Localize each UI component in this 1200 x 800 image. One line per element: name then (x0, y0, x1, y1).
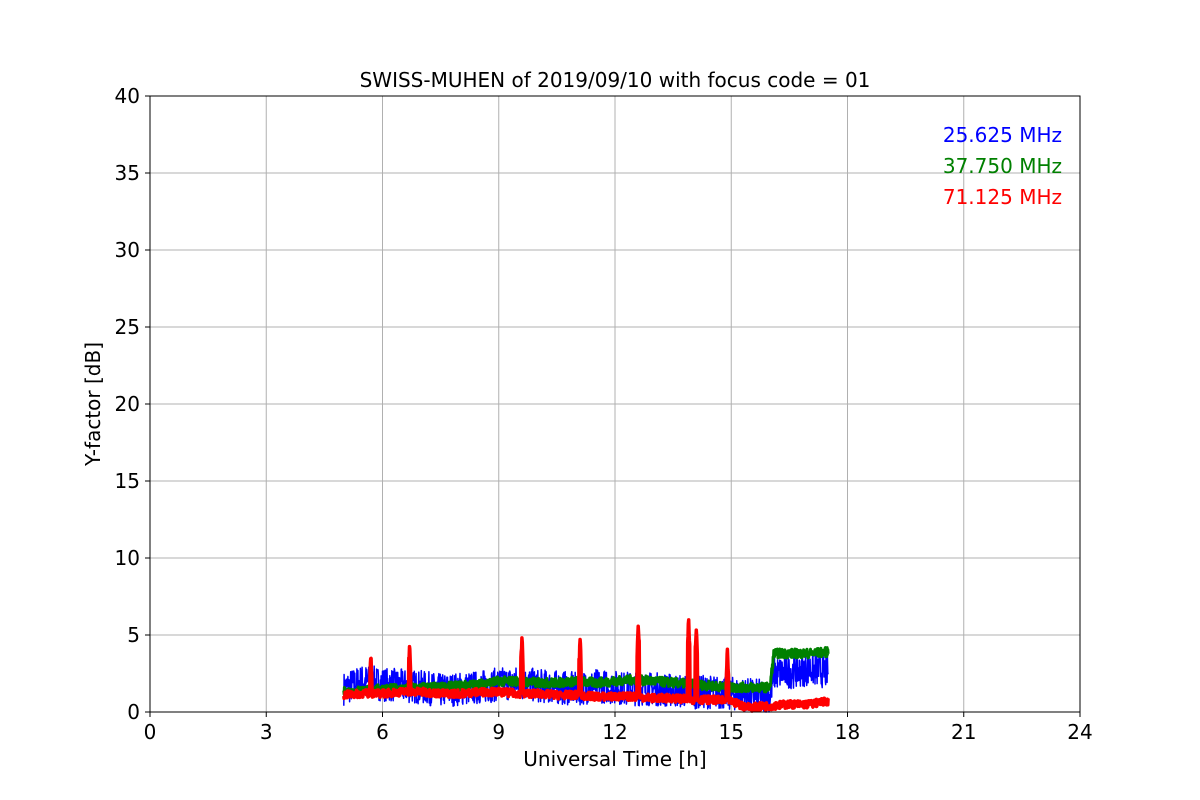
y-tick-label: 10 (115, 546, 140, 570)
ticks: 0 3 6 9 12 15 18 21 24 0 5 10 15 20 25 30 35 40 (115, 84, 1093, 744)
x-tick-label: 12 (602, 720, 627, 744)
x-tick-label: 3 (260, 720, 273, 744)
y-tick-label: 5 (127, 623, 140, 647)
x-tick-label: 9 (492, 720, 505, 744)
legend: 25.625 MHz 37.750 MHz 71.125 MHz (943, 123, 1062, 209)
y-tick-label: 15 (115, 469, 140, 493)
x-tick-label: 15 (719, 720, 744, 744)
y-tick-label: 40 (115, 84, 140, 108)
legend-entry-2: 37.750 MHz (943, 154, 1062, 178)
y-tick-label: 35 (115, 161, 140, 185)
legend-entry-1: 25.625 MHz (943, 123, 1062, 147)
y-tick-label: 0 (127, 700, 140, 724)
y-tick-label: 30 (115, 238, 140, 262)
x-tick-label: 18 (835, 720, 860, 744)
x-tick-label: 6 (376, 720, 389, 744)
x-axis-title: Universal Time [h] (523, 747, 706, 771)
chart-title: SWISS-MUHEN of 2019/09/10 with focus cod… (360, 68, 871, 92)
legend-entry-3: 71.125 MHz (943, 185, 1062, 209)
y-tick-label: 25 (115, 315, 140, 339)
x-tick-label: 0 (144, 720, 157, 744)
series-line-3 (342, 618, 830, 713)
y-axis-title: Y-factor [dB] (81, 342, 105, 467)
series-layer (342, 618, 830, 713)
x-tick-label: 24 (1067, 720, 1092, 744)
x-tick-label: 21 (951, 720, 976, 744)
y-tick-label: 20 (115, 392, 140, 416)
